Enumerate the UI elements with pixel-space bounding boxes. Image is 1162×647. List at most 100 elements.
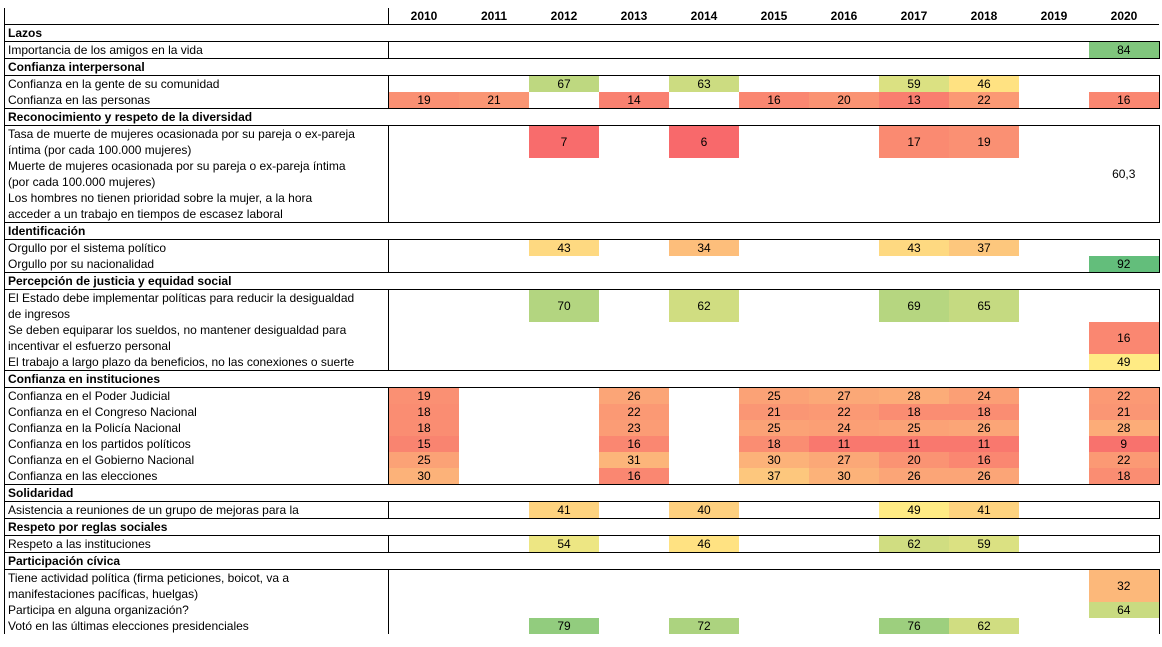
value-cell [529, 354, 599, 371]
label-line: Importancia de los amigos en la vida [8, 43, 203, 57]
value-cell: 7 [529, 125, 599, 158]
value-cell [809, 76, 879, 93]
value-cell: 14 [599, 92, 669, 109]
year-header: 2020 [1110, 9, 1138, 23]
data-row: Muerte de mujeres ocasionada por su pare… [4, 158, 1160, 190]
value-cell [1019, 256, 1089, 273]
label-line: Orgullo por su nacionalidad [8, 257, 155, 271]
value-cell [739, 602, 809, 618]
value-cell [459, 256, 529, 273]
value-cell: 46 [669, 535, 739, 553]
data-row: Confianza en las elecciones 30 16 37 30 26 26 1… [4, 468, 1160, 485]
value-cell: 41 [949, 501, 1019, 519]
label-line: incentivar el esfuerzo personal [8, 339, 171, 353]
value-cell: 30 [809, 468, 879, 485]
label-line: Confianza en el Gobierno Nacional [8, 453, 195, 467]
label-line: Los hombres no tienen prioridad sobre la… [8, 191, 313, 205]
year-header: 2015 [760, 9, 788, 23]
row-label: Confianza en las elecciones [4, 468, 389, 485]
value-cell: 37 [739, 468, 809, 485]
value-cell [669, 468, 739, 485]
value-cell [599, 502, 669, 519]
value-cell: 18 [388, 420, 459, 436]
value-cell: 19 [388, 387, 459, 404]
value-cell [809, 536, 879, 553]
value-cell [1089, 535, 1160, 553]
year-header: 2010 [410, 9, 438, 23]
value-cell [739, 76, 809, 93]
value-cell [949, 602, 1019, 618]
value-cell [809, 42, 879, 59]
value-cell: 20 [809, 92, 879, 109]
value-cell [809, 126, 879, 159]
value-cell [389, 290, 460, 323]
value-cell: 17 [879, 125, 949, 158]
label-line: Asistencia a reuniones de un grupo de me… [8, 503, 299, 517]
value-cell [1019, 436, 1089, 452]
value-cell [1019, 354, 1089, 371]
value-cell [599, 158, 669, 190]
value-cell: 30 [388, 468, 459, 485]
label-line: íntima (por cada 100.000 mujeres) [8, 143, 192, 157]
value-cell: 49 [1089, 354, 1160, 371]
value-cell [389, 618, 460, 634]
value-cell [1019, 536, 1089, 553]
value-cell [669, 42, 739, 59]
value-cell [459, 404, 529, 420]
value-cell [599, 76, 669, 93]
value-cell [459, 354, 529, 371]
value-cell: 19 [388, 92, 459, 109]
value-cell [1019, 92, 1089, 109]
label-line: Participa en alguna organización? [8, 603, 189, 617]
value-cell [1089, 125, 1160, 158]
value-cell [949, 42, 1019, 59]
section-row: Solidaridad [4, 484, 1159, 502]
year-header: 2018 [970, 9, 998, 23]
value-cell: 20 [879, 452, 949, 468]
value-cell: 76 [879, 618, 949, 634]
value-cell [879, 158, 949, 190]
value-cell [529, 322, 599, 354]
value-cell: 21 [1089, 404, 1160, 420]
label-line: acceder a un trabajo en tiempos de escas… [8, 207, 283, 221]
row-label: Confianza en el Gobierno Nacional [4, 452, 389, 468]
value-cell [1019, 452, 1089, 468]
row-label: Confianza en la Policía Nacional [4, 420, 389, 436]
row-label: El trabajo a largo plazo da beneficios, … [4, 354, 389, 371]
section-title: Solidaridad [4, 484, 1159, 502]
value-cell: 16 [949, 452, 1019, 468]
value-cell [739, 322, 809, 354]
value-cell: 28 [1089, 420, 1160, 436]
data-row: Confianza en los partidos políticos 15 16 1… [4, 436, 1160, 452]
value-cell: 69 [879, 289, 949, 322]
value-cell [459, 158, 529, 190]
value-cell: 59 [949, 535, 1019, 553]
value-cell: 16 [1089, 92, 1160, 109]
value-cell [459, 436, 529, 452]
value-cell: 16 [599, 436, 669, 452]
row-label: Orgullo por su nacionalidad [4, 256, 389, 273]
value-cell [459, 322, 529, 354]
value-cell: 24 [809, 420, 879, 436]
value-cell [389, 354, 460, 371]
value-cell [459, 618, 529, 634]
value-cell [529, 420, 599, 436]
value-cell: 40 [669, 501, 739, 519]
value-cell: 79 [529, 618, 599, 634]
value-cell [1019, 502, 1089, 519]
value-cell [879, 42, 949, 59]
value-cell [809, 190, 879, 223]
section-row: Confianza interpersonal [4, 58, 1159, 76]
value-cell [529, 436, 599, 452]
value-cell [879, 354, 949, 371]
data-row: Orgullo por su nacionalidad 92 [4, 256, 1160, 273]
label-line: Respeto a las instituciones [8, 537, 151, 551]
value-cell [529, 256, 599, 273]
row-label: Votó en las últimas elecciones presidenc… [4, 618, 389, 634]
label-line: Confianza en la gente de su comunidad [8, 77, 220, 91]
row-label: Confianza en la gente de su comunidad [4, 75, 389, 92]
section-title: Confianza interpersonal [4, 58, 1159, 76]
value-cell [1089, 618, 1160, 634]
label-line: Confianza en el Congreso Nacional [8, 405, 197, 419]
section-row: Reconocimiento y respeto de la diversida… [4, 108, 1159, 126]
